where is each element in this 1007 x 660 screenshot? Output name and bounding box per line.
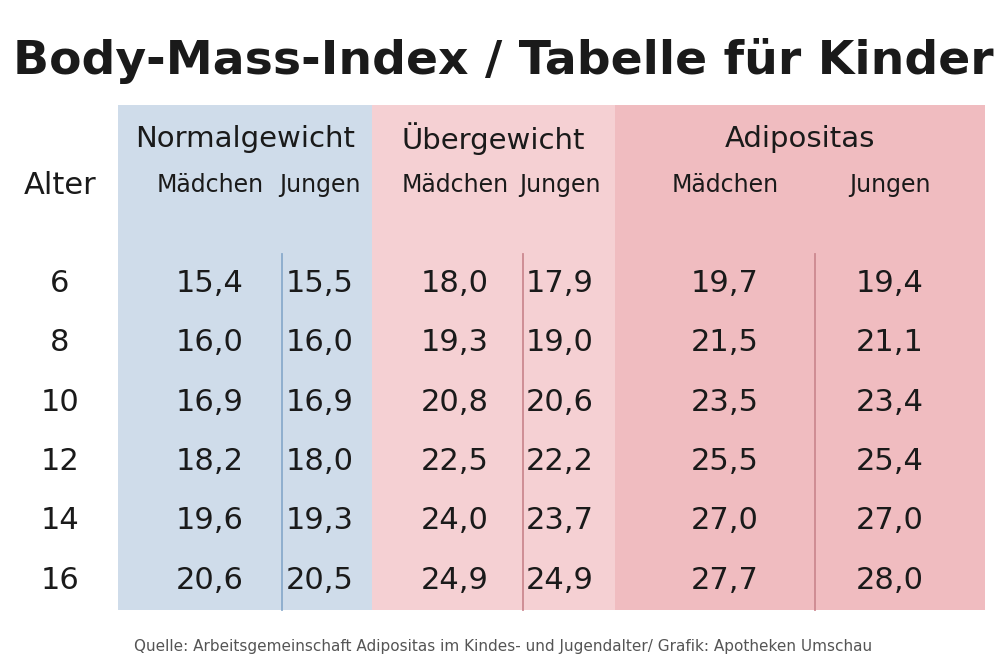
Text: Jungen: Jungen [279, 173, 361, 197]
Text: 22,5: 22,5 [421, 447, 489, 476]
Text: 25,5: 25,5 [691, 447, 759, 476]
Text: 16,9: 16,9 [286, 387, 353, 416]
Text: 19,6: 19,6 [176, 506, 244, 535]
Text: 20,8: 20,8 [421, 387, 489, 416]
Text: 23,7: 23,7 [526, 506, 594, 535]
Text: 20,5: 20,5 [286, 566, 353, 595]
Text: 19,7: 19,7 [691, 269, 759, 298]
Text: 27,0: 27,0 [691, 506, 759, 535]
Text: 19,3: 19,3 [421, 328, 489, 357]
Text: Mädchen: Mädchen [402, 173, 509, 197]
Bar [118, 105, 372, 610]
Text: Alter: Alter [23, 170, 97, 199]
Text: 25,4: 25,4 [856, 447, 924, 476]
Text: 23,4: 23,4 [856, 387, 924, 416]
Text: 16,0: 16,0 [286, 328, 353, 357]
Bar [372, 105, 615, 610]
Text: Mädchen: Mädchen [672, 173, 778, 197]
Text: 20,6: 20,6 [526, 387, 594, 416]
Text: Jungen: Jungen [520, 173, 601, 197]
Text: Mädchen: Mädchen [156, 173, 264, 197]
Text: 24,9: 24,9 [526, 566, 594, 595]
Text: 14: 14 [40, 506, 80, 535]
Bar [615, 105, 985, 610]
Text: 20,6: 20,6 [176, 566, 244, 595]
Text: 12: 12 [40, 447, 80, 476]
Text: Normalgewicht: Normalgewicht [135, 125, 355, 153]
Text: Body-Mass-Index / Tabelle für Kinder: Body-Mass-Index / Tabelle für Kinder [13, 38, 994, 84]
Text: Übergewicht: Übergewicht [402, 123, 585, 155]
Text: 19,3: 19,3 [286, 506, 354, 535]
Text: Adipositas: Adipositas [725, 125, 875, 153]
Text: 16: 16 [40, 566, 80, 595]
Text: 23,5: 23,5 [691, 387, 759, 416]
Text: 19,4: 19,4 [856, 269, 924, 298]
Text: 21,1: 21,1 [856, 328, 924, 357]
Text: 16,9: 16,9 [176, 387, 244, 416]
Text: 16,0: 16,0 [176, 328, 244, 357]
Text: Jungen: Jungen [849, 173, 930, 197]
Text: 21,5: 21,5 [691, 328, 759, 357]
Text: 18,0: 18,0 [286, 447, 354, 476]
Text: 27,7: 27,7 [691, 566, 759, 595]
Text: 15,4: 15,4 [176, 269, 244, 298]
Text: 27,0: 27,0 [856, 506, 924, 535]
Text: 24,9: 24,9 [421, 566, 489, 595]
Text: 17,9: 17,9 [526, 269, 594, 298]
Text: 6: 6 [50, 269, 69, 298]
Text: 18,2: 18,2 [176, 447, 244, 476]
Text: 19,0: 19,0 [526, 328, 594, 357]
Text: 8: 8 [50, 328, 69, 357]
Text: 22,2: 22,2 [526, 447, 594, 476]
Text: 24,0: 24,0 [421, 506, 489, 535]
Text: 15,5: 15,5 [286, 269, 353, 298]
Text: 18,0: 18,0 [421, 269, 489, 298]
Text: 28,0: 28,0 [856, 566, 924, 595]
Text: 10: 10 [40, 387, 80, 416]
Text: Quelle: Arbeitsgemeinschaft Adipositas im Kindes- und Jugendalter/ Grafik: Apoth: Quelle: Arbeitsgemeinschaft Adipositas i… [135, 640, 872, 655]
